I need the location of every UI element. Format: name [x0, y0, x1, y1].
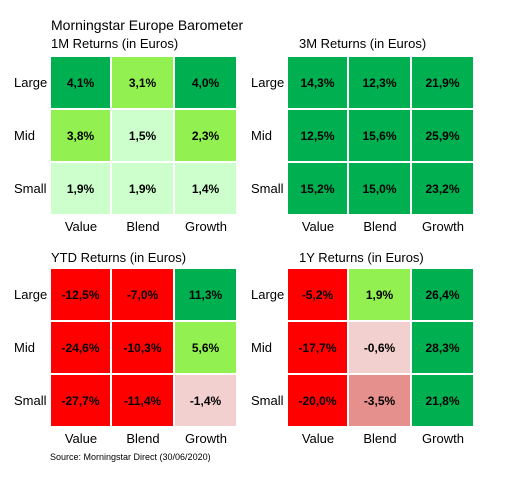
heatmap-grid-1y: -5,2% 1,9% 26,4% -17,7% -0,6% 28,3% -20,0% -3,5… — [287, 268, 474, 427]
heatmap-cell-1y-mid-growth: 28,3% — [411, 321, 474, 374]
heatmap-cell-1m-large-blend: 3,1% — [111, 56, 174, 109]
row-label-ytd-large: Large — [14, 286, 48, 302]
panel-title-1m: 1M Returns (in Euros) — [51, 36, 179, 51]
heatmap-cell-3m-mid-blend: 15,6% — [348, 109, 411, 162]
heatmap-cell-1m-mid-blend: 1,5% — [111, 109, 174, 162]
column-label-1m-blend: Blend — [126, 219, 160, 234]
column-label-1y-growth: Growth — [422, 431, 464, 446]
heatmap-grid-3m: 14,3% 12,3% 21,9% 12,5% 15,6% 25,9% 15,2% 15,0%… — [287, 56, 474, 215]
column-label-ytd-growth: Growth — [185, 431, 227, 446]
row-label-1y-small: Small — [251, 392, 284, 408]
row-label-3m-large: Large — [251, 74, 285, 90]
heatmap-cell-ytd-large-value: -12,5% — [50, 268, 111, 321]
heatmap-cell-1m-mid-value: 3,8% — [50, 109, 111, 162]
row-label-1m-mid: Mid — [14, 127, 35, 143]
heatmap-cell-1m-small-blend: 1,9% — [111, 162, 174, 215]
column-label-1m-growth: Growth — [185, 219, 227, 234]
column-label-1y-blend: Blend — [363, 431, 397, 446]
panel-title-3m: 3M Returns (in Euros) — [299, 36, 427, 51]
column-label-3m-growth: Growth — [422, 219, 464, 234]
heatmap-cell-ytd-large-blend: -7,0% — [111, 268, 174, 321]
page-title: Morningstar Europe Barometer — [51, 17, 244, 33]
heatmap-cell-3m-small-blend: 15,0% — [348, 162, 411, 215]
panel-title-ytd: YTD Returns (in Euros) — [51, 250, 187, 265]
row-label-1y-mid: Mid — [251, 339, 272, 355]
heatmap-cell-3m-small-value: 15,2% — [287, 162, 348, 215]
heatmap-cell-1m-large-growth: 4,0% — [174, 56, 237, 109]
heatmap-cell-1y-large-value: -5,2% — [287, 268, 348, 321]
heatmap-cell-ytd-mid-growth: 5,6% — [174, 321, 237, 374]
column-label-1m-value: Value — [64, 219, 98, 234]
heatmap-cell-3m-mid-growth: 25,9% — [411, 109, 474, 162]
heatmap-cell-1y-mid-blend: -0,6% — [348, 321, 411, 374]
heatmap-cell-3m-large-value: 14,3% — [287, 56, 348, 109]
row-label-3m-small: Small — [251, 180, 284, 196]
row-label-3m-mid: Mid — [251, 127, 272, 143]
heatmap-cell-3m-large-blend: 12,3% — [348, 56, 411, 109]
heatmap-cell-1y-small-blend: -3,5% — [348, 374, 411, 427]
row-label-1y-large: Large — [251, 286, 285, 302]
heatmap-cell-ytd-mid-value: -24,6% — [50, 321, 111, 374]
row-label-1m-small: Small — [14, 180, 47, 196]
heatmap-cell-1m-small-growth: 1,4% — [174, 162, 237, 215]
heatmap-cell-1y-large-growth: 26,4% — [411, 268, 474, 321]
heatmap-cell-ytd-mid-blend: -10,3% — [111, 321, 174, 374]
heatmap-cell-3m-large-growth: 21,9% — [411, 56, 474, 109]
heatmap-grid-ytd: -12,5% -7,0% 11,3% -24,6% -10,3% 5,6% -27,7% -1… — [50, 268, 237, 427]
heatmap-grid-1m: 4,1% 3,1% 4,0% 3,8% 1,5% 2,3% 1,9% 1,9% 1,4% — [50, 56, 237, 215]
heatmap-cell-1m-small-value: 1,9% — [50, 162, 111, 215]
heatmap-cell-ytd-small-growth: -1,4% — [174, 374, 237, 427]
heatmap-cell-1m-large-value: 4,1% — [50, 56, 111, 109]
column-label-ytd-value: Value — [64, 431, 98, 446]
column-label-3m-value: Value — [301, 219, 335, 234]
heatmap-cell-ytd-small-value: -27,7% — [50, 374, 111, 427]
heatmap-cell-1y-large-blend: 1,9% — [348, 268, 411, 321]
row-label-ytd-small: Small — [14, 392, 47, 408]
heatmap-cell-1y-mid-value: -17,7% — [287, 321, 348, 374]
heatmap-cell-ytd-large-growth: 11,3% — [174, 268, 237, 321]
column-label-3m-blend: Blend — [363, 219, 397, 234]
heatmap-cell-1y-small-value: -20,0% — [287, 374, 348, 427]
heatmap-cell-3m-mid-value: 12,5% — [287, 109, 348, 162]
heatmap-cell-3m-small-growth: 23,2% — [411, 162, 474, 215]
column-label-1y-value: Value — [301, 431, 335, 446]
heatmap-cell-1y-small-growth: 21,8% — [411, 374, 474, 427]
heatmap-cell-ytd-small-blend: -11,4% — [111, 374, 174, 427]
row-label-1m-large: Large — [14, 74, 48, 90]
panel-title-1y: 1Y Returns (in Euros) — [299, 250, 424, 265]
source-note: Source: Morningstar Direct (30/06/2020) — [50, 452, 211, 462]
row-label-ytd-mid: Mid — [14, 339, 35, 355]
heatmap-cell-1m-mid-growth: 2,3% — [174, 109, 237, 162]
column-label-ytd-blend: Blend — [126, 431, 160, 446]
